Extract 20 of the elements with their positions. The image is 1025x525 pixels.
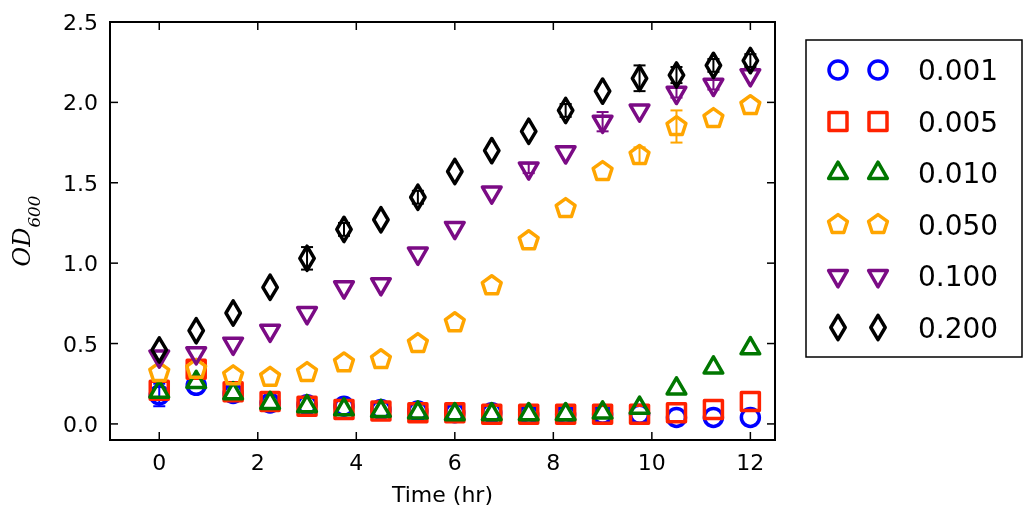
y-tick-label: 0.0: [63, 411, 98, 437]
x-axis-title: Time (hr): [391, 482, 493, 507]
y-tick-label: 1.0: [63, 251, 98, 277]
y-tick-label: 2.5: [63, 10, 98, 35]
legend-label: 0.200: [918, 311, 999, 345]
legend-label: 0.100: [918, 260, 999, 293]
y-tick-label: 1.5: [63, 170, 98, 196]
legend-label: 0.050: [918, 208, 999, 242]
x-tick-label: 6: [447, 450, 462, 475]
legend-label: 0.005: [918, 105, 999, 139]
y-tick-label: 0.5: [63, 331, 98, 357]
x-tick-label: 12: [736, 450, 765, 475]
legend-label: 0.010: [918, 157, 999, 190]
x-tick-label: 10: [637, 450, 666, 475]
x-tick-label: 0: [152, 450, 167, 475]
y-tick-label: 2.0: [63, 90, 98, 116]
x-tick-label: 2: [250, 450, 265, 475]
legend-label: 0.001: [918, 54, 999, 87]
x-tick-label: 4: [349, 450, 364, 475]
x-tick-label: 8: [546, 450, 561, 475]
